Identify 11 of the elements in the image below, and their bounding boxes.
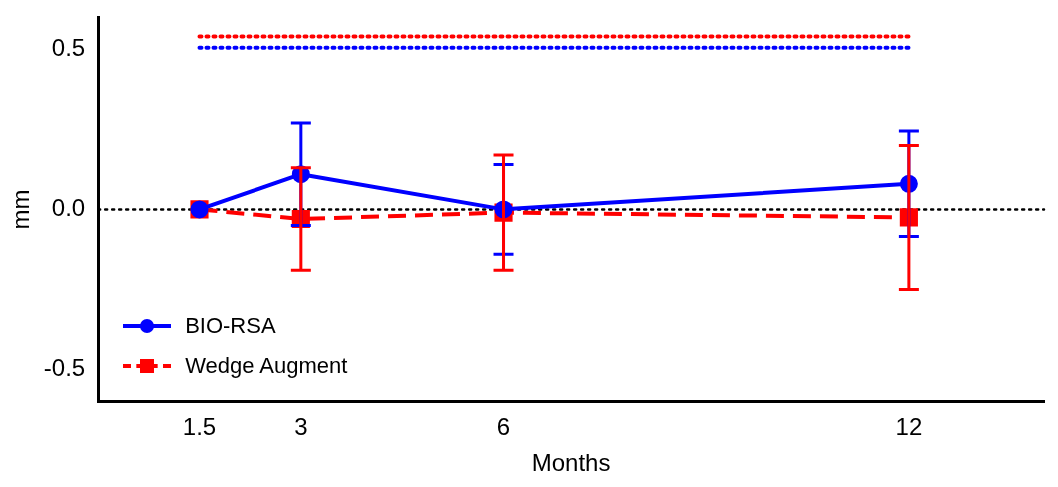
x-tick-label: 12 <box>895 413 923 441</box>
x-tick-label: 3 <box>294 413 308 441</box>
legend-label: Wedge Augment <box>185 353 348 380</box>
y-tick-label: -0.5 <box>43 354 86 382</box>
y-axis-title: mm <box>7 189 35 230</box>
y-tick-label: 0.0 <box>51 194 86 222</box>
x-tick-label: 1.5 <box>182 413 217 441</box>
x-tick-label: 6 <box>496 413 511 441</box>
x-axis-title: Months <box>531 449 611 477</box>
legend-label: BIO-RSA <box>185 313 276 340</box>
y-tick-label: 0.5 <box>51 34 86 62</box>
